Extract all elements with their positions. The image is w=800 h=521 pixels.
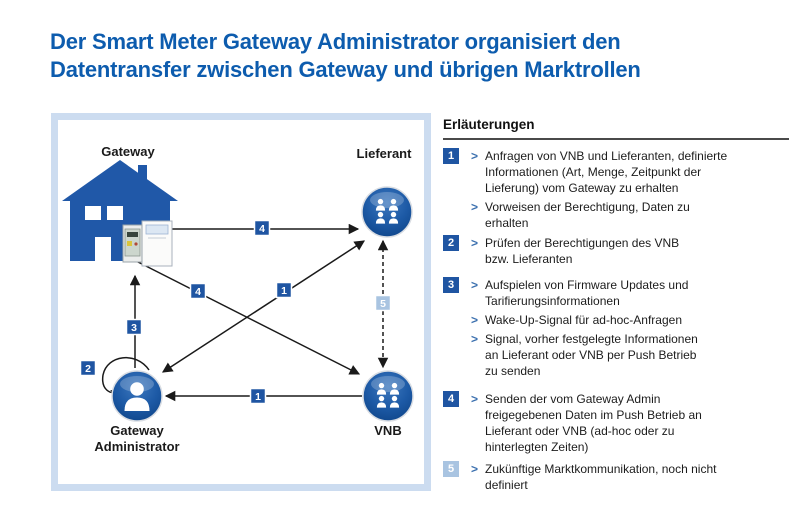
legend-bullet-text: Aufspielen von Firmware Updates und Tari… <box>485 278 689 308</box>
legend-badge-4: 4 <box>443 391 459 407</box>
vnb-label: VNB <box>374 423 401 438</box>
legend-badge-1: 1 <box>443 148 459 164</box>
legend-bullet-text: Vorweisen der Berechtigung, Daten zu erh… <box>485 200 690 230</box>
chevron-bullet-icon: > <box>471 392 479 406</box>
arrow-badge-1-horizontal: 1 <box>249 387 267 405</box>
gateway-label: Gateway <box>101 144 155 159</box>
legend-bullet-text: Wake-Up-Signal für ad-hoc-Anfragen <box>485 313 682 327</box>
arrow-badge-4-diagonal: 4 <box>189 282 207 300</box>
legend-item-2: 2 > Prüfen der Berechtigungen des VNB bz… <box>443 235 789 267</box>
gwa-label-line2: Administrator <box>94 439 179 454</box>
legend-panel: Erläuterungen 1 > Anfragen von VNB und L… <box>443 114 789 493</box>
arrow-badge-4-horizontal: 4 <box>253 219 271 237</box>
legend-bullet: > Signal, vorher festgelegte Information… <box>471 331 771 379</box>
group-people-icon <box>375 198 399 224</box>
svg-text:5: 5 <box>380 298 386 310</box>
diagram-canvas: Gateway Lieferant VNB <box>62 144 414 454</box>
legend-badge-2: 2 <box>443 235 459 251</box>
legend-item-5: 5 > Zukünftige Marktkommunikation, noch … <box>443 461 789 493</box>
svg-text:1: 1 <box>255 391 261 403</box>
legend-bullet: > Senden der vom Gateway Admin freigegeb… <box>471 391 771 455</box>
diagram-panel: Gateway Lieferant VNB <box>51 113 431 491</box>
chevron-bullet-icon: > <box>471 313 479 327</box>
svg-text:1: 1 <box>281 285 287 297</box>
chevron-bullet-icon: > <box>471 332 479 346</box>
legend-badge-5: 5 <box>443 461 459 477</box>
legend-badge-3: 3 <box>443 277 459 293</box>
chevron-bullet-icon: > <box>471 149 479 163</box>
smart-meter-icon <box>122 220 173 267</box>
lieferant-node: Lieferant <box>357 146 413 238</box>
svg-text:4: 4 <box>195 286 201 298</box>
gateway-administrator-node: Gateway Administrator <box>94 370 180 454</box>
arrow-badge-1-diagonal: 1 <box>275 281 293 299</box>
gwa-label-line1: Gateway <box>110 423 164 438</box>
arrow-gwa-lieferant-bidirectional <box>161 240 366 373</box>
svg-text:2: 2 <box>85 363 91 375</box>
legend-bullet-text: Senden der vom Gateway Admin freigegeben… <box>485 392 702 454</box>
chevron-bullet-icon: > <box>471 462 479 476</box>
legend-bullet-text: Prüfen der Berechtigungen des VNB bzw. L… <box>485 236 680 266</box>
chevron-bullet-icon: > <box>471 200 479 214</box>
svg-text:3: 3 <box>131 322 137 334</box>
legend-bullet-text: Zukünftige Marktkommunikation, noch nich… <box>485 462 717 492</box>
legend-bullet: > Zukünftige Marktkommunikation, noch ni… <box>471 461 771 493</box>
legend-item-1: 1 > Anfragen von VNB und Lieferanten, de… <box>443 148 789 231</box>
svg-text:4: 4 <box>259 223 265 235</box>
legend-bullet: > Aufspielen von Firmware Updates und Ta… <box>471 277 771 309</box>
vnb-node: VNB <box>362 370 414 438</box>
legend-item-3: 3 > Aufspielen von Firmware Updates und … <box>443 277 789 379</box>
legend-heading: Erläuterungen <box>443 117 789 140</box>
legend-bullet: > Vorweisen der Berechtigung, Daten zu e… <box>471 199 771 231</box>
arrow-badge-2: 2 <box>79 359 97 377</box>
legend-bullet-text: Anfragen von VNB und Lieferanten, defini… <box>485 149 728 195</box>
legend-bullet: > Anfragen von VNB und Lieferanten, defi… <box>471 148 771 196</box>
chevron-bullet-icon: > <box>471 236 479 250</box>
page-title: Der Smart Meter Gateway Administrator or… <box>50 29 641 82</box>
legend-bullet: > Wake-Up-Signal für ad-hoc-Anfragen <box>471 312 771 328</box>
legend-item-4: 4 > Senden der vom Gateway Admin freigeg… <box>443 391 789 455</box>
person-icon <box>124 382 150 411</box>
chevron-bullet-icon: > <box>471 278 479 292</box>
legend-bullet-text: Signal, vorher festgelegte Informationen… <box>485 332 698 378</box>
arrow-badge-3: 3 <box>125 318 143 336</box>
legend-bullet: > Prüfen der Berechtigungen des VNB bzw.… <box>471 235 771 267</box>
lieferant-label: Lieferant <box>357 146 413 161</box>
group-people-icon <box>376 382 400 408</box>
arrow-badge-5: 5 <box>374 294 392 312</box>
arrow-gwa-self-loop <box>101 356 150 400</box>
